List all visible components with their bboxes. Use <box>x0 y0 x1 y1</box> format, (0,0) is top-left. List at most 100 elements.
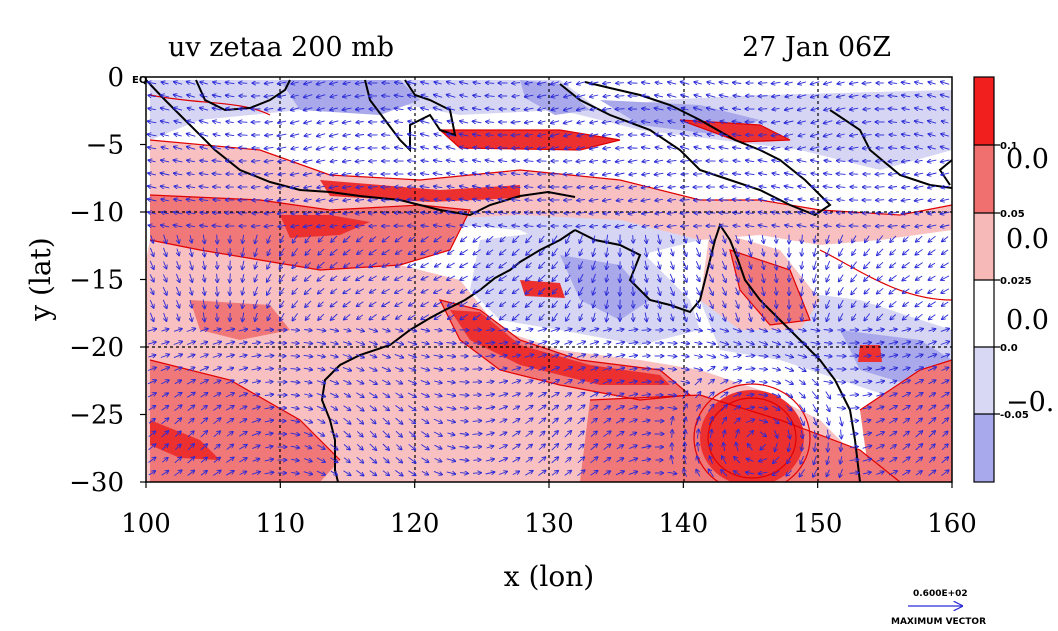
wind-vector <box>720 95 729 97</box>
wind-vector <box>161 160 170 162</box>
colorbar-swatch-5 <box>974 347 994 414</box>
colorbar-swatch-1 <box>974 77 994 145</box>
wind-vector <box>633 313 634 321</box>
wind-vector <box>356 95 365 96</box>
wind-vector <box>915 82 924 84</box>
wind-vector <box>369 226 377 227</box>
wind-vector <box>382 96 390 97</box>
wind-vector <box>759 135 767 136</box>
wind-vector <box>473 108 482 110</box>
wind-vector <box>317 199 326 201</box>
wind-vector <box>447 108 456 110</box>
wind-vector <box>707 108 716 110</box>
wind-vector <box>161 173 170 175</box>
wind-vector <box>668 199 676 200</box>
wind-vector <box>434 212 442 213</box>
wind-vector <box>265 95 274 96</box>
wind-vector <box>785 160 793 162</box>
wind-vector <box>941 212 950 214</box>
wind-vector <box>746 186 755 187</box>
wind-vector <box>785 121 794 123</box>
wind-vector <box>369 200 378 201</box>
wind-vector <box>577 212 586 213</box>
wind-vector <box>785 173 794 175</box>
wind-vector <box>590 147 599 149</box>
wind-vector <box>226 95 235 96</box>
wind-vector <box>877 235 884 243</box>
wind-vector <box>849 395 859 396</box>
wind-vector <box>837 174 846 175</box>
wind-vector <box>655 108 664 110</box>
wind-vector <box>802 234 803 244</box>
wind-vector <box>915 212 923 214</box>
wind-vector <box>460 108 468 110</box>
wind-vector <box>525 200 533 201</box>
wind-vector <box>902 225 911 226</box>
wind-vector <box>486 148 495 149</box>
wind-vector <box>486 199 494 201</box>
wind-vector <box>252 187 261 188</box>
wind-vector <box>849 408 859 409</box>
colorbar-big-label-2: 0.0 <box>1006 224 1049 255</box>
colorbar-swatch-4 <box>974 280 994 347</box>
wind-vector <box>434 108 443 111</box>
wind-vector <box>733 96 741 97</box>
wind-vector <box>603 134 612 135</box>
wind-vector <box>655 199 663 200</box>
wind-vector <box>317 225 326 227</box>
wind-vector <box>850 95 859 97</box>
wind-vector <box>590 134 599 136</box>
wind-vector <box>264 330 273 331</box>
wind-vector <box>668 212 677 213</box>
wind-vector <box>473 134 482 136</box>
wind-vector <box>525 108 534 110</box>
wind-vector <box>512 173 521 174</box>
wind-vector <box>902 212 911 213</box>
wind-vector <box>174 212 183 214</box>
wind-vector <box>590 199 599 201</box>
wind-vector <box>564 200 573 201</box>
wind-vector <box>252 174 261 175</box>
wind-vector <box>213 147 222 149</box>
wind-vector <box>720 174 728 175</box>
wind-vector <box>474 212 481 214</box>
wind-vector <box>161 121 170 123</box>
wind-vector <box>525 95 534 97</box>
wind-vector <box>852 235 857 243</box>
wind-vector <box>460 147 469 149</box>
wind-vector <box>473 225 482 227</box>
wind-vector <box>408 213 417 214</box>
wind-vector <box>720 161 729 162</box>
wind-vector <box>200 186 209 187</box>
wind-vector <box>291 147 299 149</box>
wind-vector <box>331 235 338 242</box>
wind-vector <box>525 187 534 188</box>
wind-vector <box>422 95 429 97</box>
wind-vector <box>304 186 313 188</box>
wind-vector <box>460 212 469 214</box>
wind-vector <box>447 160 456 162</box>
colorbar: 0.1 0.05 0.025 0.0 -0.05 0.0 0.0 0.0 −0. <box>973 76 1054 483</box>
wind-vector <box>330 186 339 188</box>
wind-vector <box>318 248 325 255</box>
wind-vector <box>889 109 898 110</box>
wind-vector <box>239 135 248 136</box>
wind-vector <box>357 249 364 254</box>
wind-vector <box>304 121 313 123</box>
wind-vector <box>174 199 182 201</box>
wind-vector <box>499 212 508 214</box>
wind-vector <box>200 121 209 124</box>
wind-vector <box>814 235 815 243</box>
reference-vector-value: 0.600E+02 <box>913 589 968 599</box>
chart-title: uv zetaa 200 mb <box>168 32 394 63</box>
wind-vector <box>213 187 222 188</box>
wind-vector <box>825 95 832 97</box>
wind-vector <box>217 313 218 321</box>
wind-vector <box>265 225 274 226</box>
wind-vector <box>668 121 676 123</box>
wind-vector <box>473 186 482 188</box>
wind-vector <box>291 173 300 175</box>
wind-vector <box>382 122 391 123</box>
wind-vector <box>540 235 545 242</box>
wind-vector <box>408 134 417 136</box>
